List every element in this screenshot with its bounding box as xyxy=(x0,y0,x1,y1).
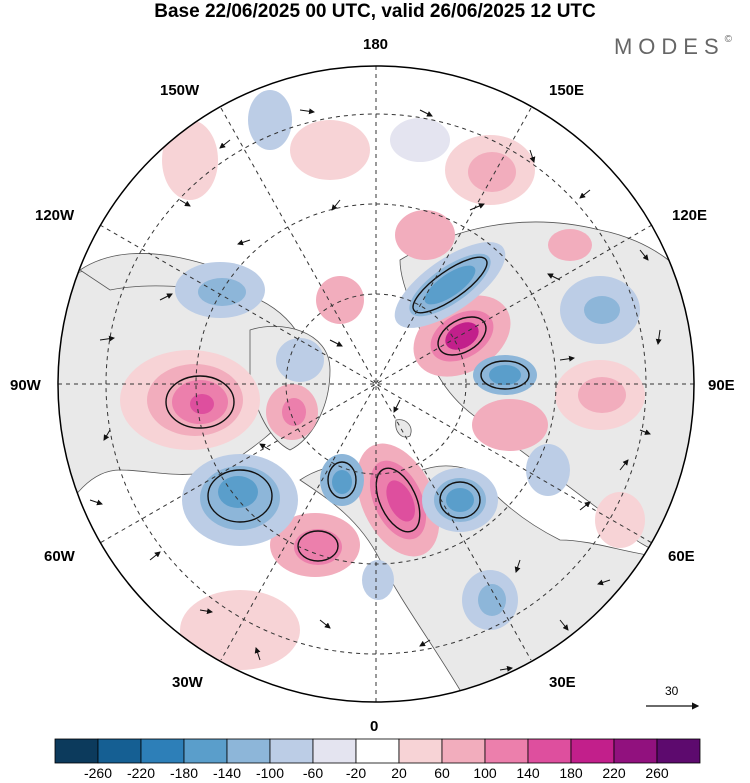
lon-label-150w: 150W xyxy=(160,82,200,99)
colorbar-tick-label: -100 xyxy=(255,765,285,781)
colorbar-swatch xyxy=(441,738,486,764)
colorbar-tick-label: 140 xyxy=(516,765,540,781)
anomaly-pos-ural xyxy=(472,399,548,451)
anomaly-contours xyxy=(165,256,530,562)
anomaly-neg-caspian xyxy=(526,444,570,496)
colorbar-swatch xyxy=(527,738,572,764)
colorbar-tick-label: 260 xyxy=(645,765,669,781)
anomaly-pos-mongolia xyxy=(548,229,592,261)
colorbar-swatch xyxy=(398,738,443,764)
anomaly-neg-pacific-2 xyxy=(390,118,450,162)
lon-label-90e: 90E xyxy=(708,377,735,394)
anomaly-pos-pacific-2 xyxy=(290,120,370,180)
vector-scale-label: 30 xyxy=(665,684,679,698)
colorbar-tick-label: -140 xyxy=(212,765,242,781)
colorbar-swatch xyxy=(613,738,658,764)
anomaly-neg-arctic xyxy=(276,338,324,382)
colorbar-tick-label: 60 xyxy=(434,765,450,781)
negative-anomalies xyxy=(175,90,640,630)
lon-label-30e: 30E xyxy=(549,674,576,691)
colorbar-tick-label: -180 xyxy=(169,765,199,781)
map-title: Base 22/06/2025 00 UTC, valid 26/06/2025… xyxy=(154,1,596,22)
anomaly-pos-kamchatka xyxy=(395,210,455,260)
brand-logo: MODES© xyxy=(614,34,732,60)
colorbar-swatch xyxy=(269,738,314,764)
colorbar-swatch xyxy=(140,738,185,764)
lon-label-150e: 150E xyxy=(549,82,585,99)
colorbar-swatch xyxy=(570,738,615,764)
brand-mark: © xyxy=(724,34,732,45)
colorbar-swatch xyxy=(656,738,701,764)
colorbar-tick-label: -220 xyxy=(126,765,156,781)
lon-label-0: 0 xyxy=(370,718,379,735)
colorbar-tick-label: -60 xyxy=(302,765,324,781)
colorbar-swatch xyxy=(312,738,357,764)
lon-label-180: 180 xyxy=(363,36,389,53)
colorbar-swatch xyxy=(54,738,99,764)
colorbar-tick-label: 180 xyxy=(559,765,583,781)
colorbar xyxy=(54,738,701,764)
colorbar-tick-label: 100 xyxy=(473,765,497,781)
colorbar-swatch xyxy=(97,738,142,764)
anomaly-neg-pacific-1 xyxy=(248,90,292,150)
anomaly-pos-hudson xyxy=(316,276,364,324)
lon-label-90w: 90W xyxy=(10,377,41,394)
lon-label-60e: 60E xyxy=(668,548,695,565)
colorbar-swatch xyxy=(355,738,400,764)
landmass-svalbard xyxy=(395,419,412,438)
anomaly-neg-atlantic xyxy=(362,560,394,600)
lon-label-120w: 120W xyxy=(35,207,75,224)
colorbar-labels: -260 -220 -180 -140 -100 -60 -20 20 60 100 140 180 2… xyxy=(0,765,750,783)
lon-label-120e: 120E xyxy=(672,207,708,224)
colorbar-tick-label: -260 xyxy=(83,765,113,781)
anomaly-pos-mid-atlantic xyxy=(180,590,300,670)
brand-name: MODES xyxy=(613,34,725,59)
map-border xyxy=(57,65,695,703)
colorbar-swatch xyxy=(226,738,271,764)
lon-label-60w: 60W xyxy=(44,548,75,565)
positive-anomalies xyxy=(120,120,645,670)
colorbar-swatch xyxy=(183,738,228,764)
graticule xyxy=(58,66,694,702)
colorbar-tick-label: 20 xyxy=(391,765,407,781)
colorbar-swatch xyxy=(484,738,529,764)
anomaly-pos-pacific-1 xyxy=(162,120,218,200)
lon-label-30w: 30W xyxy=(172,674,203,691)
anomaly-pos-middle-east xyxy=(595,492,645,548)
colorbar-tick-label: -20 xyxy=(345,765,367,781)
colorbar-tick-label: 220 xyxy=(602,765,626,781)
latitude-circle-30 xyxy=(105,113,647,655)
